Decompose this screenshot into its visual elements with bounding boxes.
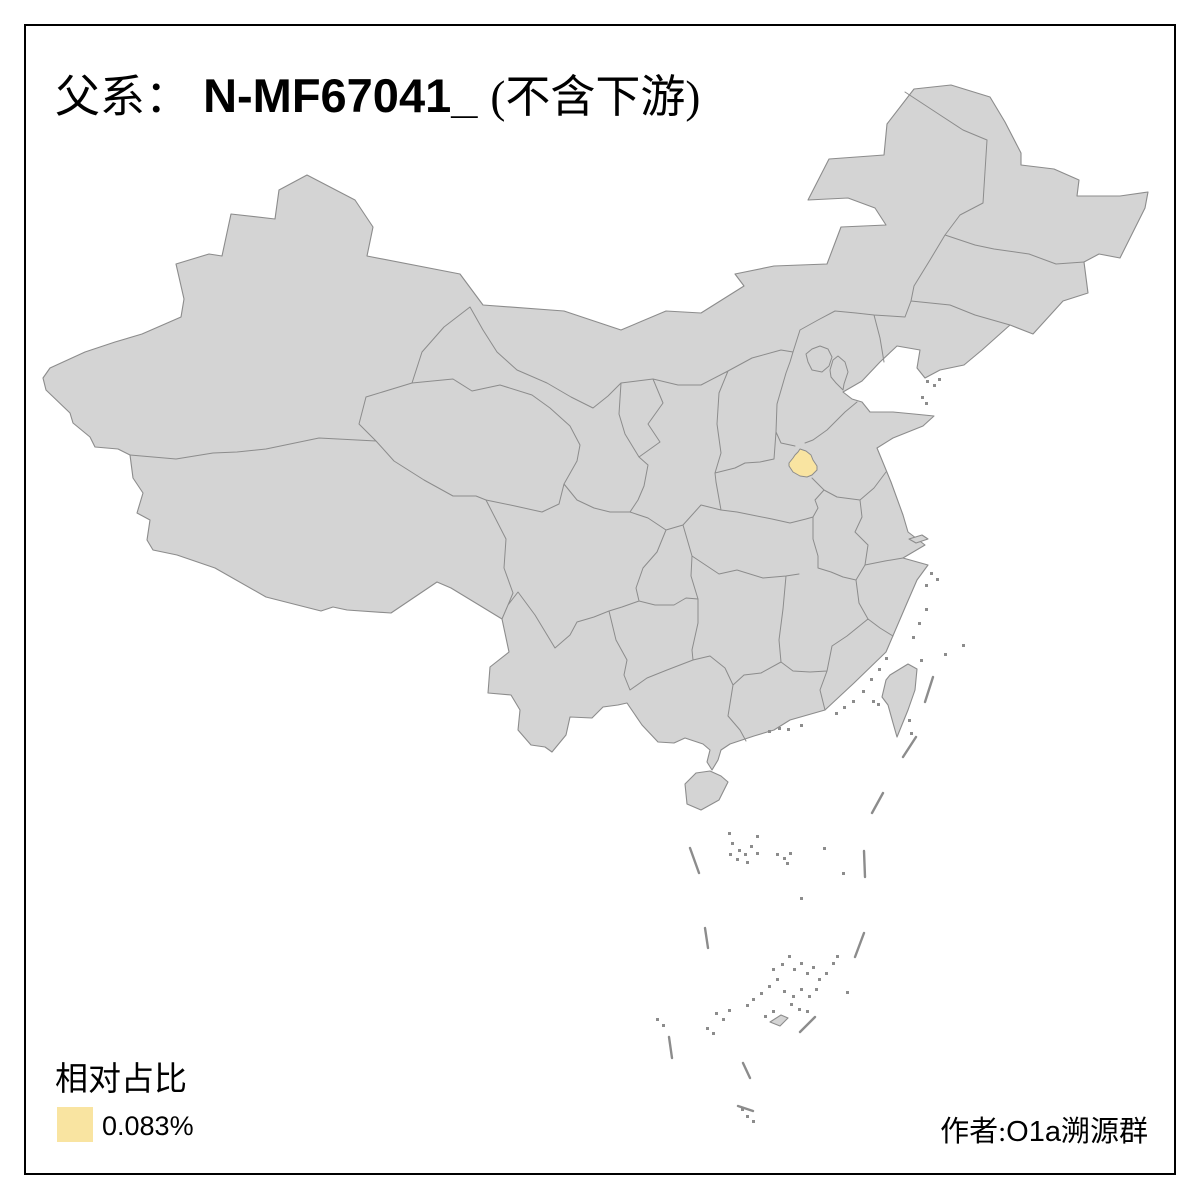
title-prefix: 父系： [55, 72, 191, 122]
attribution-group-cn: 溯源群 [1060, 1116, 1148, 1148]
dash-line-boundary [667, 675, 935, 1113]
province-borders [129, 91, 1085, 742]
legend-value-label: 0.083% [102, 1111, 194, 1141]
reef-island [769, 1014, 789, 1027]
plot-frame [24, 24, 1176, 1175]
taiwan-island [881, 663, 918, 738]
chongming-island [908, 534, 929, 544]
hainan-island [684, 770, 729, 811]
attribution-group-latin: O1a [1006, 1116, 1061, 1148]
attribution: 作者:O1a溯源群 [940, 1108, 1148, 1150]
legend-swatch [57, 1107, 93, 1142]
legend-title: 相对占比 [55, 1062, 187, 1098]
page-title: 父系： N-MF67041_ (不含下游) [55, 60, 700, 125]
attribution-prefix: 作者: [940, 1116, 1007, 1148]
title-haplogroup: N-MF67041_ [190, 69, 491, 122]
highlighted-region [788, 448, 818, 478]
mainland-outline [42, 84, 1149, 771]
title-suffix: (不含下游) [490, 72, 701, 122]
